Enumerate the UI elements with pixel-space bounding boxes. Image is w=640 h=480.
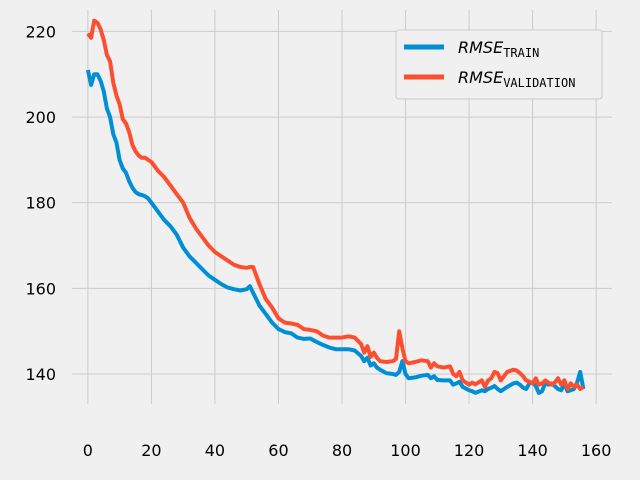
x-tick-label: 40: [205, 441, 225, 460]
x-tick-label: 120: [454, 441, 485, 460]
series-line-validation: [86, 18, 585, 391]
x-tick-label: 60: [268, 441, 288, 460]
x-tick-label: 80: [332, 441, 352, 460]
axes: 0 20 40 60 80 100 120 140 160 140 160 180 200 220: [25, 22, 611, 460]
y-tick-label: 180: [25, 194, 56, 213]
y-tick-label: 160: [25, 279, 56, 298]
y-tick-label: 200: [25, 108, 56, 127]
x-tick-label: 160: [581, 441, 612, 460]
series-line-train: [85, 69, 586, 395]
legend-box: [395, 29, 603, 100]
x-tick-label: 0: [83, 441, 93, 460]
x-tick-label: 140: [517, 441, 548, 460]
legend: RMSETRAIN RMSEVALIDATION: [395, 29, 603, 100]
x-tick-label: 100: [390, 441, 421, 460]
legend-label-train: RMSETRAIN: [458, 38, 539, 60]
series-lines: [85, 18, 586, 395]
y-tick-label: 140: [25, 365, 56, 384]
x-tick-label: 20: [141, 441, 161, 460]
y-tick-label: 220: [25, 22, 56, 41]
legend-label-validation: RMSEVALIDATION: [458, 68, 575, 90]
